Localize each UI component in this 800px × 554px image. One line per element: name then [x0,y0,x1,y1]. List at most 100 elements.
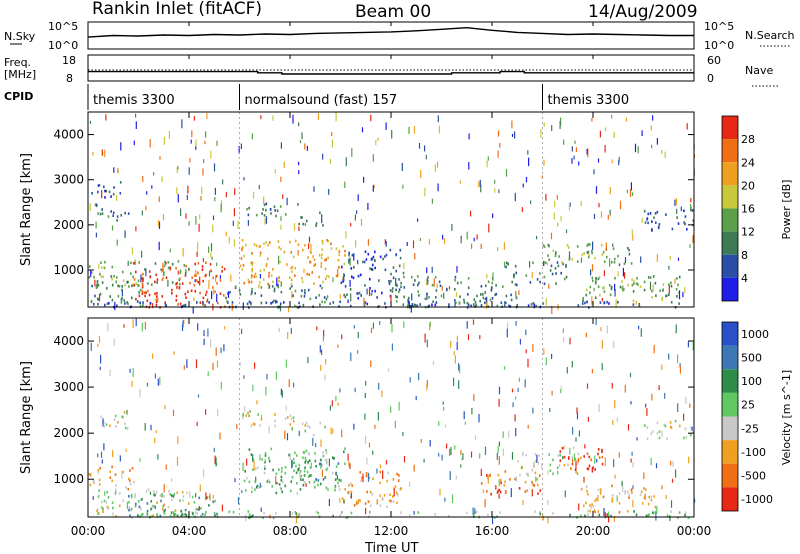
colorbar-tick-label: -1000 [741,493,773,506]
power-cell [587,250,590,254]
power-cell [194,290,197,293]
velocity-cell [606,513,608,518]
power-cell [357,292,359,295]
power-cell [321,248,324,251]
power-cell [631,283,634,287]
power-cell [665,213,667,216]
power-cell [403,263,405,270]
power-cell [290,283,293,286]
velocity-cell [527,358,529,368]
velocity-cell [97,468,100,472]
velocity-cell [353,504,356,507]
velocity-cell [533,461,535,465]
power-cell [691,209,694,212]
velocity-cell [587,509,589,513]
velocity-cell [512,402,514,408]
velocity-cell [180,514,183,518]
velocity-cell [139,458,141,462]
velocity-cell [644,424,646,427]
power-cell [585,288,588,292]
power-cell [584,301,586,305]
power-cell [372,185,374,192]
power-cell [120,298,123,301]
velocity-cell [443,406,445,411]
velocity-cell [655,463,658,469]
power-cell [440,294,443,298]
velocity-cell [308,459,311,463]
velocity-cell [151,514,153,518]
velocity-cell [135,318,137,327]
velocity-cell [641,502,644,505]
velocity-colorbar-swatch [722,392,738,417]
power-colorbar-swatch [722,231,738,255]
velocity-cell [493,516,496,519]
velocity-cell [588,455,591,459]
power-cell [116,219,118,222]
velocity-cell [196,421,198,426]
power-cell [614,288,616,297]
power-cell [632,234,634,241]
velocity-cell [559,450,562,453]
power-cell [606,300,608,304]
power-cell [591,276,594,280]
power-cell [195,216,197,225]
velocity-cell [379,470,382,474]
power-cell [565,265,567,268]
power-cell [500,301,503,304]
power-cell [460,281,462,284]
velocity-cell [572,427,574,435]
power-cell [388,280,390,283]
velocity-cell [356,500,358,503]
power-cell [239,293,242,296]
power-cell [657,226,660,230]
power-cell [307,288,310,292]
power-cell [195,269,197,276]
velocity-cell [531,469,533,472]
power-cell [426,282,429,285]
power-cell [399,256,402,260]
power-cell [169,266,172,270]
power-cell [411,304,414,308]
velocity-cell [453,377,455,387]
power-cell [350,304,352,308]
power-cell [514,283,517,286]
velocity-cell [502,448,504,457]
power-cell [569,202,571,207]
power-cell [349,288,352,291]
power-cell [162,262,164,272]
power-cell [259,280,261,284]
power-cell [682,292,684,298]
power-cell [222,179,224,185]
power-cell [243,177,245,181]
velocity-cell [274,413,276,416]
velocity-cell [275,512,277,515]
velocity-cell [534,453,537,456]
power-cell [370,114,372,122]
velocity-cell [243,479,246,483]
velocity-cell [109,424,111,428]
power-cell [288,306,290,313]
cpid-segments: themis 3300 normalsound (fast) 157 themis … [87,84,629,110]
velocity-cell [379,321,381,325]
power-cell [563,139,565,145]
power-cell [94,279,96,287]
power-cell [335,112,337,122]
power-cell [250,261,253,265]
velocity-cell [255,476,257,482]
power-cell [149,301,152,305]
power-cell [194,279,196,283]
velocity-cell [596,459,598,463]
velocity-cell [341,334,343,340]
power-cell [132,261,135,265]
power-cell [113,167,115,173]
velocity-cell [417,511,420,514]
velocity-cell [141,498,143,501]
velocity-cell [112,450,114,458]
velocity-cell [181,513,184,516]
power-cell [364,284,366,287]
power-cell [403,286,406,289]
power-cell [417,283,419,287]
power-cell [253,243,256,246]
velocity-cell [168,489,170,493]
velocity-cell [372,477,374,480]
